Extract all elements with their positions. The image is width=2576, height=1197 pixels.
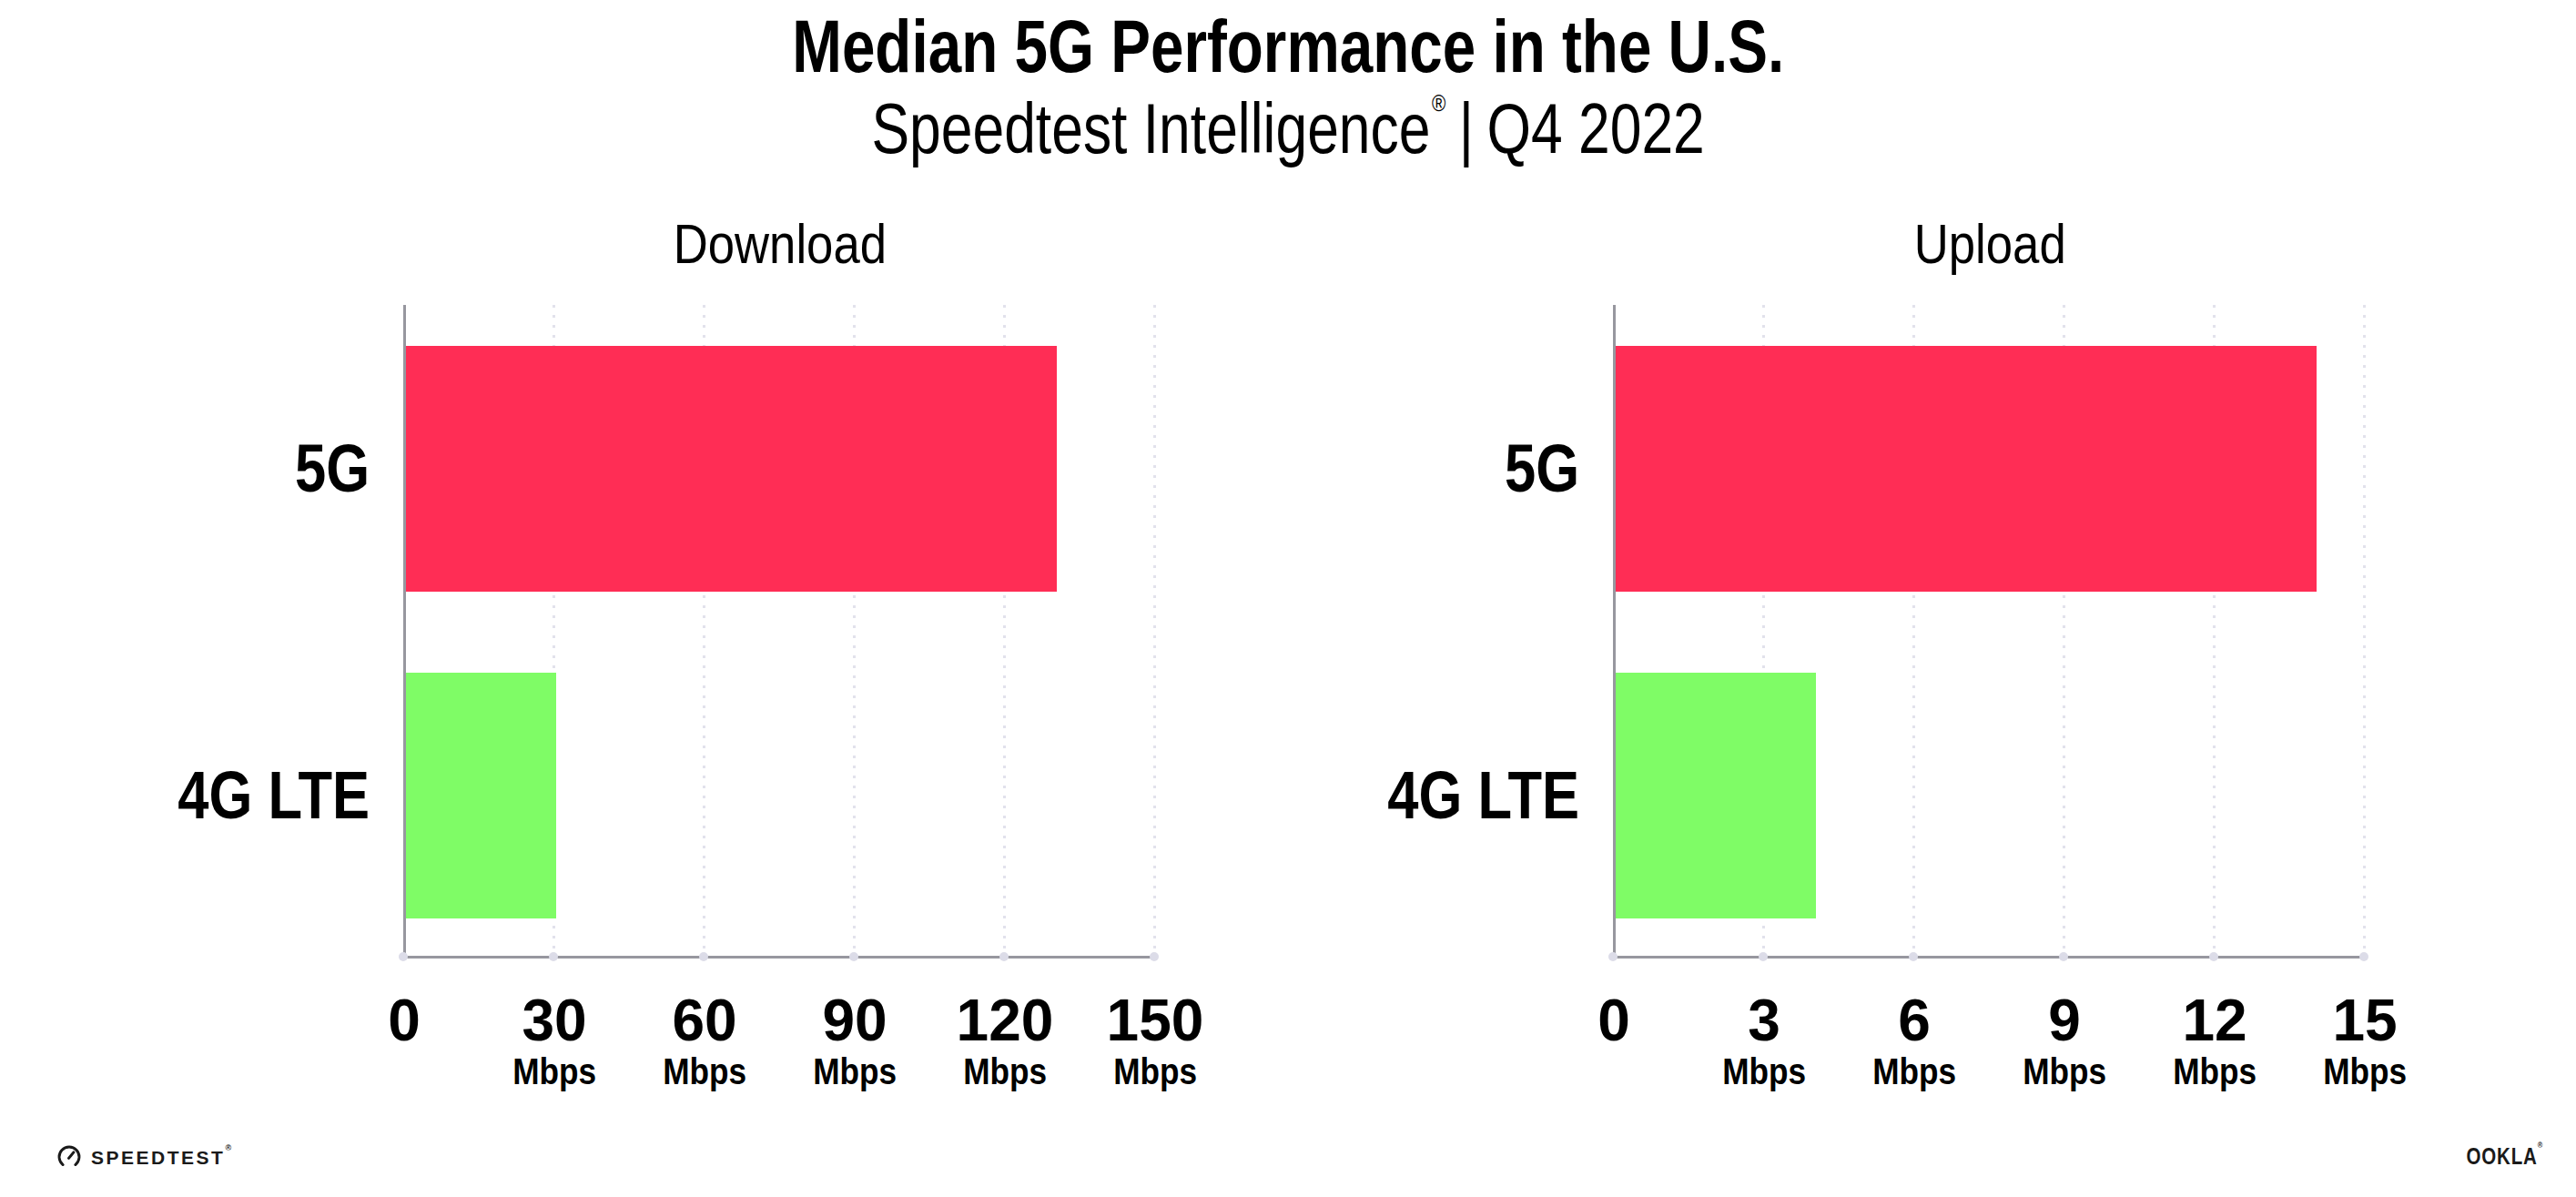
ookla-registered-icon: ® bbox=[2538, 1141, 2543, 1150]
chart-title-text: Download bbox=[674, 216, 887, 272]
speedtest-wordmark-text: SPEEDTEST bbox=[91, 1147, 225, 1168]
chart-title-download: Download bbox=[269, 216, 1291, 272]
x-tick-label-15: 15 bbox=[2265, 991, 2465, 1050]
category-label-text: 5G bbox=[1505, 434, 1579, 502]
category-label-4g-lte: 4G LTE bbox=[15, 761, 370, 829]
subtitle-brand: Speedtest Intelligence bbox=[871, 88, 1430, 168]
subtitle-divider: | bbox=[1459, 88, 1474, 168]
page-title: Median 5G Performance in the U.S. bbox=[0, 9, 2576, 84]
gridline-150 bbox=[1153, 305, 1156, 959]
axis-tick-dot-3 bbox=[1759, 952, 1768, 961]
subtitle-period: Q4 2022 bbox=[1486, 88, 1704, 168]
category-label-4g-lte: 4G LTE bbox=[1224, 761, 1579, 829]
speedtest-wordmark: SPEEDTEST® bbox=[91, 1148, 234, 1167]
category-label-text: 4G LTE bbox=[1387, 761, 1579, 829]
axis-tick-dot-120 bbox=[999, 952, 1009, 961]
x-tick-unit-150: Mbps bbox=[1055, 1053, 1255, 1090]
x-tick-unit-text: Mbps bbox=[1722, 1053, 1806, 1090]
ookla-logo: OOKLA® bbox=[2449, 1145, 2543, 1168]
upload-chart-panel: Upload03Mbps6Mbps9Mbps12Mbps15Mbps5G4G L… bbox=[1613, 305, 2364, 959]
bar-5g bbox=[1616, 346, 2317, 592]
axis-tick-dot-90 bbox=[849, 952, 858, 961]
ookla-wordmark: OOKLA® bbox=[2467, 1145, 2543, 1168]
axis-tick-dot-60 bbox=[699, 952, 708, 961]
category-label-text: 4G LTE bbox=[177, 761, 370, 829]
chart-title-upload: Upload bbox=[1479, 216, 2500, 272]
bar-4g-lte bbox=[406, 673, 556, 918]
x-tick-label-150: 150 bbox=[1055, 991, 1255, 1050]
speedtest-gauge-icon bbox=[56, 1144, 82, 1170]
x-tick-unit-text: Mbps bbox=[663, 1053, 746, 1090]
category-label-5g: 5G bbox=[15, 434, 370, 502]
chart-image: Median 5G Performance in the U.S. Speedt… bbox=[0, 0, 2576, 1197]
download-chart-panel: Download030Mbps60Mbps90Mbps120Mbps150Mbp… bbox=[403, 305, 1154, 959]
x-tick-unit-text: Mbps bbox=[2023, 1053, 2106, 1090]
x-tick-unit-text: Mbps bbox=[1872, 1053, 1956, 1090]
speedtest-logo: SPEEDTEST® bbox=[56, 1141, 234, 1172]
x-tick-unit-text: Mbps bbox=[1113, 1053, 1197, 1090]
axis-tick-dot-12 bbox=[2209, 952, 2218, 961]
axis-tick-dot-150 bbox=[1150, 952, 1159, 961]
x-tick-unit-text: Mbps bbox=[813, 1053, 897, 1090]
ookla-wordmark-text: OOKLA bbox=[2467, 1143, 2538, 1169]
x-tick-unit-15: Mbps bbox=[2265, 1053, 2465, 1090]
speedtest-registered-icon: ® bbox=[225, 1143, 233, 1152]
bar-5g bbox=[406, 346, 1057, 592]
axis-tick-dot-6 bbox=[1909, 952, 1918, 961]
axis-tick-dot-0 bbox=[1608, 952, 1618, 961]
category-label-text: 5G bbox=[295, 434, 370, 502]
page-subtitle-text: Speedtest Intelligence®|Q4 2022 bbox=[871, 93, 1704, 164]
x-tick-unit-text: Mbps bbox=[2323, 1053, 2407, 1090]
page-title-text: Median 5G Performance in the U.S. bbox=[792, 9, 1784, 84]
chart-title-text: Upload bbox=[1913, 216, 2065, 272]
gridline-15 bbox=[2363, 305, 2366, 959]
x-tick-unit-text: Mbps bbox=[512, 1053, 596, 1090]
axis-tick-dot-15 bbox=[2359, 952, 2368, 961]
page-subtitle: Speedtest Intelligence®|Q4 2022 bbox=[0, 93, 2576, 164]
bar-4g-lte bbox=[1616, 673, 1816, 918]
axis-tick-dot-30 bbox=[549, 952, 558, 961]
x-tick-unit-text: Mbps bbox=[963, 1053, 1047, 1090]
category-label-5g: 5G bbox=[1224, 434, 1579, 502]
x-tick-unit-text: Mbps bbox=[2173, 1053, 2257, 1090]
registered-trademark-icon: ® bbox=[1432, 89, 1445, 117]
axis-tick-dot-9 bbox=[2059, 952, 2068, 961]
axis-tick-dot-0 bbox=[399, 952, 408, 961]
